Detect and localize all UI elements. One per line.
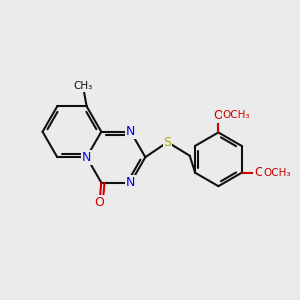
Text: OCH₃: OCH₃ (223, 110, 250, 120)
Text: N: N (126, 125, 135, 138)
Text: CH₃: CH₃ (74, 81, 93, 91)
Text: O: O (214, 109, 223, 122)
Text: O: O (254, 166, 264, 179)
Text: N: N (126, 176, 135, 189)
Text: S: S (164, 136, 172, 148)
Text: OCH₃: OCH₃ (263, 168, 290, 178)
Text: N: N (82, 151, 91, 164)
Text: O: O (94, 196, 104, 209)
